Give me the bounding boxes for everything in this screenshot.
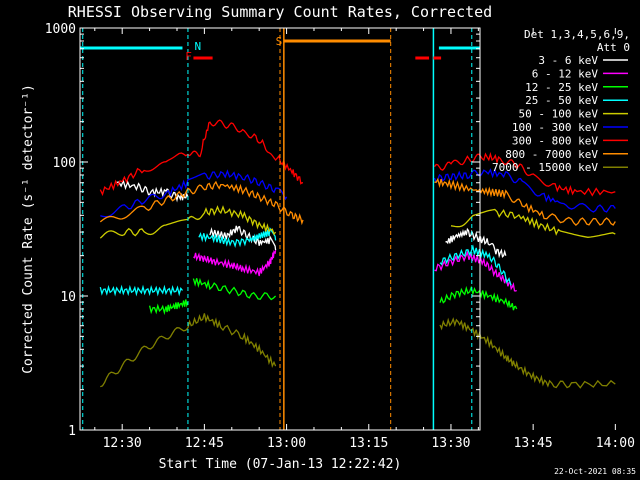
x-tick-label: 14:00 (596, 436, 635, 451)
series-line (99, 205, 277, 239)
series-line (116, 179, 189, 203)
series-25-50keV (99, 227, 512, 297)
x-axis-label: Start Time (07-Jan-13 12:22:42) (159, 457, 402, 472)
series-line (193, 249, 277, 277)
series-line (99, 284, 184, 297)
series-line (439, 285, 518, 311)
timestamp: 22-Oct-2021 08:35 (554, 467, 636, 476)
series-800-7000keV (99, 177, 616, 226)
series-50-100keV (99, 205, 616, 239)
series-line (99, 180, 304, 226)
series-line (99, 119, 303, 197)
flag-label-f: F (185, 50, 192, 63)
series-300-800keV (99, 119, 616, 197)
series-12-25keV (148, 277, 518, 316)
legend-label: 3 - 6 keV (538, 54, 598, 67)
chart-title: RHESSI Observing Summary Count Rates, Co… (68, 3, 492, 21)
legend-header-detectors: Det 1,3,4,5,6,9, (524, 28, 630, 41)
series-line (445, 227, 507, 259)
x-tick-label: 13:15 (349, 436, 388, 451)
flag-label-n: N (195, 40, 202, 53)
axes: 12:30 12:45 13:00 13:15 13:30 13:45 14:00 1 10 10… (45, 22, 635, 451)
series-line (439, 317, 616, 389)
x-tick-label: 12:30 (103, 436, 142, 451)
y-tick-label: 1 (68, 424, 76, 439)
legend-label: 300 - 800 keV (512, 134, 598, 147)
legend-label: 100 - 300 keV (512, 121, 598, 134)
x-tick-label: 13:45 (514, 436, 553, 451)
series-line (450, 208, 616, 238)
x-tick-label: 13:00 (267, 436, 306, 451)
plot-marks: NF S (80, 28, 616, 430)
y-tick-label: 1000 (45, 22, 76, 37)
legend-label: 25 - 50 keV (525, 94, 598, 107)
legend-label: 12 - 25 keV (525, 81, 598, 94)
series-3-6keV (116, 179, 507, 259)
series-line (148, 299, 189, 316)
legend-label: 6 - 12 keV (532, 67, 599, 80)
series-line (209, 225, 277, 251)
series-line (100, 169, 288, 218)
y-axis-label: Corrected Count Rate (s⁻¹ detector⁻¹) (21, 84, 36, 374)
x-tick-label: 13:30 (431, 436, 470, 451)
series-line (439, 244, 512, 286)
legend-label: 800 - 7000 keV (505, 148, 598, 161)
legend-label: 50 - 100 keV (519, 108, 599, 121)
y-tick-label: 100 (53, 156, 76, 171)
legend-header-attenuator: Att 0 (597, 41, 630, 54)
series-line (433, 151, 616, 197)
series-7000-15000keV (100, 313, 616, 389)
legend-label: 7000 - 15000 keV (492, 161, 598, 174)
flag-label-s: S (276, 35, 283, 48)
series-line (434, 177, 616, 226)
series-line (100, 313, 277, 388)
series-100-300keV (100, 168, 616, 218)
series-line (192, 277, 277, 301)
x-tick-label: 12:45 (185, 436, 224, 451)
series-line (198, 227, 277, 248)
series-line (433, 168, 616, 213)
y-tick-label: 10 (60, 290, 76, 305)
plot-frame (79, 27, 481, 431)
